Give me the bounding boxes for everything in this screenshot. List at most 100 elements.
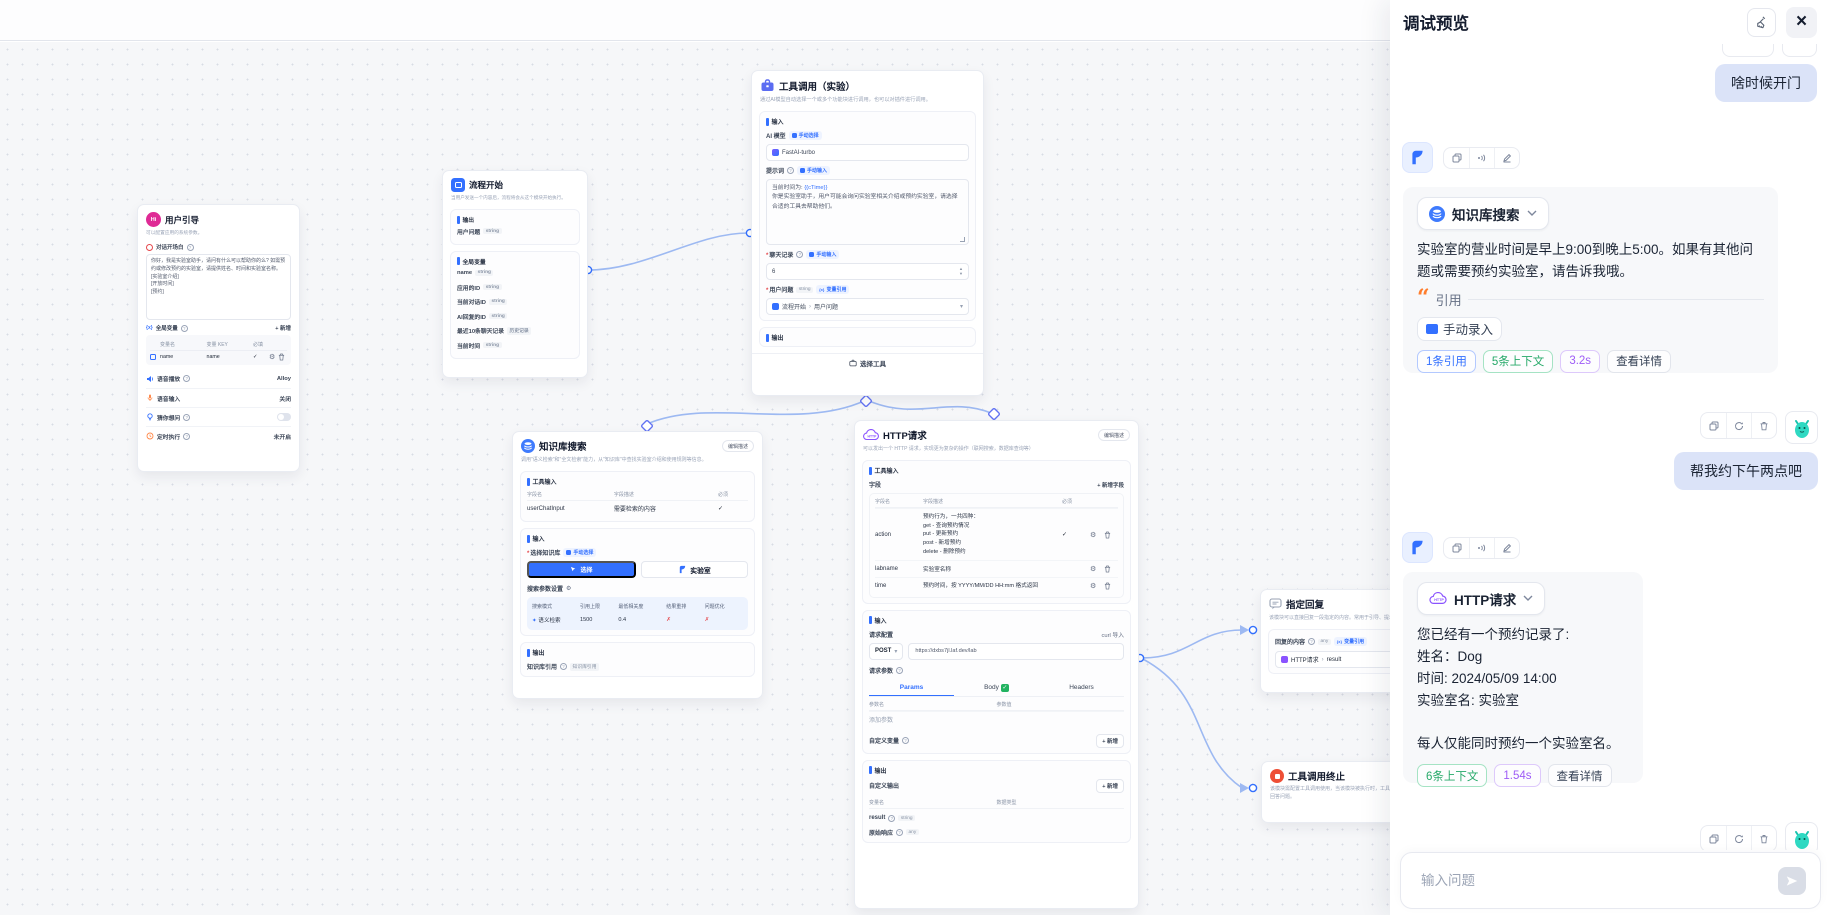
add-field-button[interactable]: + 新增字段 <box>1097 482 1124 489</box>
tool-run-dropdown[interactable]: 知识库搜索 <box>1417 197 1549 230</box>
delete-field-icon[interactable] <box>1104 582 1111 590</box>
opener-textarea[interactable]: 你好，我是实验室助手，请问有什么可以帮助你的么? 如需预约或修改预约的实验室，请… <box>146 254 291 320</box>
setting-row-suggest[interactable]: 猜你想问 ? <box>146 407 291 426</box>
select-tool-button[interactable]: 选择工具 <box>752 353 983 372</box>
manual-input-badge: 手动输入 <box>806 250 840 259</box>
tab-params[interactable]: Params <box>869 680 954 696</box>
field-desc: 预约时间，按 YYYY/MM/DD HH:mm 格式返回 <box>923 583 1038 590</box>
context-badge[interactable]: 5条上下文 <box>1482 349 1554 373</box>
broom-icon <box>1757 15 1766 28</box>
variables-table: 变量名 变量 KEY 必填 name name ✓ ⚙ <box>146 335 291 365</box>
read-aloud-icon[interactable] <box>1469 538 1494 558</box>
global-vars-label: 全局变量 <box>155 326 178 332</box>
add-param-placeholder[interactable]: 添加参数 <box>869 717 894 724</box>
curl-import-link[interactable]: curl 导入 <box>1101 632 1124 639</box>
global-item: name string <box>457 266 573 281</box>
field-desc: 需要检索的内容 <box>613 507 656 513</box>
expand-icon[interactable] <box>960 237 965 242</box>
tab-body[interactable]: Body ✓ <box>984 683 1009 692</box>
fastgpt-logo-icon <box>1412 150 1423 165</box>
delete-field-icon[interactable] <box>1104 565 1111 573</box>
min-relevance: 0.4 <box>618 616 627 623</box>
col-header: 必须 <box>717 492 728 498</box>
edit-field-icon[interactable]: ⚙ <box>1090 566 1097 574</box>
delete-icon[interactable] <box>1751 826 1776 850</box>
add-custom-output-button[interactable]: + 新增 <box>1096 778 1124 793</box>
tab-headers[interactable]: Headers <box>1069 684 1094 692</box>
quote-source-chip[interactable]: 手动录入 <box>1417 316 1503 341</box>
delete-field-icon[interactable] <box>1104 531 1111 539</box>
edit-icon[interactable] <box>1494 538 1519 558</box>
chevron-down-icon <box>1523 595 1533 601</box>
assistant-reply-text: 实验室的营业时间是早上9:00到晚上5:00。如果有其他问题或需要预约实验室，请… <box>1417 242 1754 279</box>
delete-icon[interactable] <box>1751 413 1776 438</box>
retry-icon[interactable] <box>1726 413 1751 438</box>
read-aloud-icon[interactable] <box>1469 148 1494 168</box>
select-kb-button[interactable]: 选择 <box>527 561 636 578</box>
number-stepper[interactable]: ▲ ▼ <box>959 266 963 276</box>
global-item: 当前时间 string <box>457 338 573 353</box>
model-select[interactable]: FastAI-turbo <box>766 144 969 161</box>
field-row-labname[interactable]: labname 实验室名称 ⚙ <box>875 560 1118 577</box>
retry-icon[interactable] <box>1726 826 1751 850</box>
view-details-button[interactable]: 查看详情 <box>1547 764 1612 788</box>
delete-variable-icon[interactable] <box>278 353 285 361</box>
node-flow-start[interactable]: 流程开始 当用户发送一个内容后，流程将会从这个模块开始执行。 输出 用户问题 s… <box>442 170 588 378</box>
field-row-time[interactable]: time 预约时间，按 YYYY/MM/DD HH:mm 格式返回 ⚙ <box>875 577 1118 594</box>
node-subtitle: 该模块需配置工具调用使用，当该模块被执行时，工具调用将会强制结束，并且不再调用A… <box>1270 786 1500 800</box>
add-custom-var-button[interactable]: + 新增 <box>1096 733 1124 748</box>
node-kb-search[interactable]: 知识库搜索 编辑描述 调用"语义检索"和"全文检索"能力，从"知识库"中查找实验… <box>512 431 763 699</box>
add-variable-button[interactable]: + 新增 <box>275 326 291 332</box>
url-input[interactable] <box>908 642 1124 660</box>
edit-description-button[interactable]: 编辑描述 <box>1097 429 1130 441</box>
send-button[interactable] <box>1778 866 1806 895</box>
node-subtitle: 通过AI模型自动选择一个或多个功能块进行调用，也可以对插件进行调用。 <box>760 97 931 103</box>
context-badge[interactable]: 6条上下文 <box>1417 764 1488 788</box>
edit-field-icon[interactable]: ⚙ <box>1090 531 1097 539</box>
question-ref-select[interactable]: 流程开始 › 用户问题 ▾ <box>766 298 969 315</box>
send-icon <box>1786 875 1798 886</box>
tool-run-dropdown[interactable]: HTTP HTTP请求 <box>1417 582 1546 615</box>
info-icon: ? <box>183 432 191 440</box>
setting-row-schedule[interactable]: 定时执行 ? 未开启 <box>146 426 291 445</box>
edit-description-button[interactable]: 编辑描述 <box>721 440 754 452</box>
node-http-request[interactable]: HTTP HTTP请求 编辑描述 可以发出一个 HTTP 请求，实现更为复杂的操… <box>854 420 1139 909</box>
prompt-textarea[interactable]: 当前时间为: {{cTime}} 你是实验室助手，用户可能会询问实验室相关介绍或… <box>766 179 969 245</box>
copy-icon[interactable] <box>1444 148 1469 168</box>
copy-icon[interactable] <box>1701 413 1726 438</box>
variable-row[interactable]: name name ✓ ⚙ <box>150 350 287 362</box>
duration-badge[interactable]: 1.54s <box>1494 764 1541 788</box>
chat-input[interactable] <box>1421 873 1778 888</box>
selected-kb-chip[interactable]: 实验室 <box>641 561 748 578</box>
select-kb-label: 选择知识库 <box>527 548 560 557</box>
field-desc: 实验室名称 <box>923 567 951 574</box>
setting-row-stt[interactable]: 语音输入 关闭 <box>146 388 291 407</box>
history-count-input[interactable]: 6 ▲ ▼ <box>766 263 969 280</box>
params-gear-icon[interactable]: ⚙ <box>566 586 572 592</box>
user-avatar <box>1785 822 1818 850</box>
citations-badge[interactable]: 1条引用 <box>1417 349 1476 373</box>
field-row-action[interactable]: action 预约行为，一共四种： get - 查询预约情况 put - 更新预… <box>875 508 1118 560</box>
copy-icon[interactable] <box>1444 538 1469 558</box>
info-icon: ? <box>183 413 191 421</box>
duration-badge[interactable]: 3.2s <box>1560 349 1601 373</box>
clock-icon <box>146 432 154 440</box>
node-user-guide[interactable]: Hi 用户引导 可以配置应用的系统参数。 对话开场白 ? 你好，我是实验室助手，… <box>137 204 300 472</box>
suggest-toggle[interactable] <box>277 413 291 421</box>
clear-history-button[interactable] <box>1747 7 1776 37</box>
edit-field-icon[interactable]: ⚙ <box>1090 583 1097 591</box>
method-select[interactable]: POST ▾ <box>869 642 904 660</box>
edit-variable-icon[interactable]: ⚙ <box>269 353 276 361</box>
variables-icon: {x} <box>146 325 153 331</box>
chat-history[interactable]: 啥时候开门 知识库搜索 实验室的营业时间是早上9:00到晚上5:00。如果有其他… <box>1390 44 1830 850</box>
copy-icon[interactable] <box>1701 826 1726 850</box>
setting-row-tts[interactable]: 语音播放 ? Alloy <box>146 369 291 388</box>
node-subtitle: 该模块可以直接回复一段指定的内容。常用于引导、提示。 <box>1269 615 1400 621</box>
node-tool-call[interactable]: 工具调用（实验） 通过AI模型自动选择一个或多个功能块进行调用，也可以对插件进行… <box>751 70 984 396</box>
raw-response-output: 原始响应 <box>869 830 894 837</box>
view-details-button[interactable]: 查看详情 <box>1607 349 1672 373</box>
edit-icon[interactable] <box>1494 148 1519 168</box>
close-icon[interactable]: × <box>1786 6 1817 38</box>
field-name: labname <box>875 566 899 573</box>
user-message: 帮我约下午两点吧 <box>1674 452 1818 490</box>
